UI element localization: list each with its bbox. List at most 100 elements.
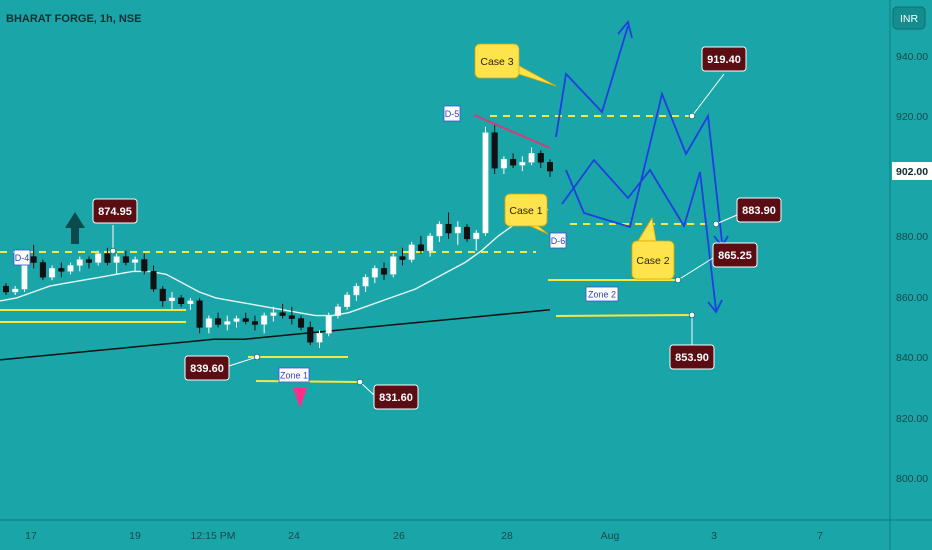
candle-body[interactable] <box>316 333 323 343</box>
candle-body[interactable] <box>482 132 489 234</box>
support-zone-line <box>555 314 693 317</box>
candle-body[interactable] <box>132 259 139 263</box>
candle-body[interactable] <box>104 253 111 263</box>
price-label-anchor[interactable] <box>253 353 261 361</box>
candle-body[interactable] <box>49 268 56 278</box>
price-label-leader <box>677 257 714 281</box>
candle-body[interactable] <box>417 244 424 251</box>
candle-body[interactable] <box>353 285 360 296</box>
candle-body[interactable] <box>298 318 305 328</box>
candle-body[interactable] <box>491 132 498 169</box>
candle-body[interactable] <box>168 297 175 302</box>
candle-body[interactable] <box>279 312 286 316</box>
price-label-box[interactable] <box>736 197 782 223</box>
candle-body[interactable] <box>95 253 102 263</box>
price-label-anchor[interactable] <box>674 276 682 284</box>
candle-body[interactable] <box>473 232 480 240</box>
price-label-anchor[interactable] <box>356 378 364 386</box>
price-label-box[interactable] <box>712 242 758 268</box>
zone-label-box[interactable] <box>585 286 619 302</box>
time-tick-label: 19 <box>129 530 141 542</box>
candle-body[interactable] <box>270 312 277 316</box>
candle-body[interactable] <box>454 226 461 234</box>
time-tick-label: 7 <box>817 530 823 542</box>
candle-body[interactable] <box>3 285 9 293</box>
projection-path[interactable] <box>555 25 629 138</box>
time-tick-label: 26 <box>393 530 405 542</box>
zone-label-box[interactable] <box>278 367 310 383</box>
price-label-box[interactable] <box>184 355 230 381</box>
projection-path[interactable] <box>561 158 717 311</box>
candle-body[interactable] <box>261 315 268 325</box>
candle-body[interactable] <box>30 256 37 263</box>
candle-body[interactable] <box>178 297 185 304</box>
candle-body[interactable] <box>510 159 517 166</box>
candle-body[interactable] <box>39 262 46 278</box>
case-callout[interactable] <box>504 193 548 227</box>
candle-body[interactable] <box>224 321 231 325</box>
price-label-box[interactable] <box>373 384 419 410</box>
candle-body[interactable] <box>500 159 507 169</box>
candle-body[interactable] <box>344 294 351 307</box>
candle-body[interactable] <box>307 327 314 343</box>
candle-body[interactable] <box>528 153 535 163</box>
projection-path[interactable] <box>565 91 723 243</box>
price-label-text: 883.90 <box>742 205 776 217</box>
candle-body[interactable] <box>113 256 120 263</box>
candle-body[interactable] <box>122 256 129 263</box>
candle-body[interactable] <box>537 153 544 163</box>
candle-body[interactable] <box>12 288 19 293</box>
candle-body[interactable] <box>187 300 194 305</box>
candle-body[interactable] <box>76 259 83 266</box>
price-label-anchor[interactable] <box>712 220 720 228</box>
candle-body[interactable] <box>547 161 554 172</box>
candle-body[interactable] <box>519 161 526 166</box>
d-marker-box[interactable] <box>13 249 31 266</box>
candle-body[interactable] <box>233 318 240 322</box>
candle-body[interactable] <box>205 318 212 328</box>
candle-body[interactable] <box>159 288 166 302</box>
price-label-box[interactable] <box>669 344 715 370</box>
candle-body[interactable] <box>251 321 258 325</box>
candle-body[interactable] <box>150 271 157 290</box>
price-label-box[interactable] <box>701 46 747 72</box>
price-label-leader <box>715 214 738 225</box>
candle-body[interactable] <box>445 223 452 234</box>
price-label-box[interactable] <box>92 198 138 224</box>
down-arrow-icon <box>293 388 307 408</box>
candle-body[interactable] <box>58 268 65 272</box>
case-callout[interactable] <box>474 43 520 79</box>
candle-body[interactable] <box>390 256 397 275</box>
candle-body[interactable] <box>381 268 388 275</box>
current-price-badge <box>892 162 932 180</box>
candle-body[interactable] <box>141 259 148 272</box>
candle-body[interactable] <box>325 315 332 334</box>
candle-body[interactable] <box>334 306 341 316</box>
d-marker-box[interactable] <box>549 232 567 249</box>
candle-body[interactable] <box>371 268 378 278</box>
price-label-leader <box>228 356 258 367</box>
candle-body[interactable] <box>399 256 406 260</box>
price-label-text: 853.90 <box>675 352 709 364</box>
time-tick-label: 17 <box>25 530 37 542</box>
candle-body[interactable] <box>288 315 295 319</box>
case-callout[interactable] <box>631 240 675 280</box>
candle-body[interactable] <box>67 265 74 272</box>
candle-body[interactable] <box>427 235 434 251</box>
candle-body[interactable] <box>436 223 443 237</box>
currency-button[interactable] <box>892 6 926 30</box>
downtrend-line[interactable] <box>473 114 551 149</box>
candle-body[interactable] <box>242 318 249 322</box>
price-label-anchor[interactable] <box>688 311 696 319</box>
price-label-anchor[interactable] <box>109 247 117 255</box>
price-label-anchor[interactable] <box>688 112 696 120</box>
candle-body[interactable] <box>408 244 415 260</box>
candle-body[interactable] <box>464 226 471 240</box>
candle-body[interactable] <box>196 300 203 328</box>
candle-body[interactable] <box>215 318 222 325</box>
candle-body[interactable] <box>85 259 92 263</box>
d-marker-box[interactable] <box>443 105 461 122</box>
candle-body[interactable] <box>362 277 369 287</box>
